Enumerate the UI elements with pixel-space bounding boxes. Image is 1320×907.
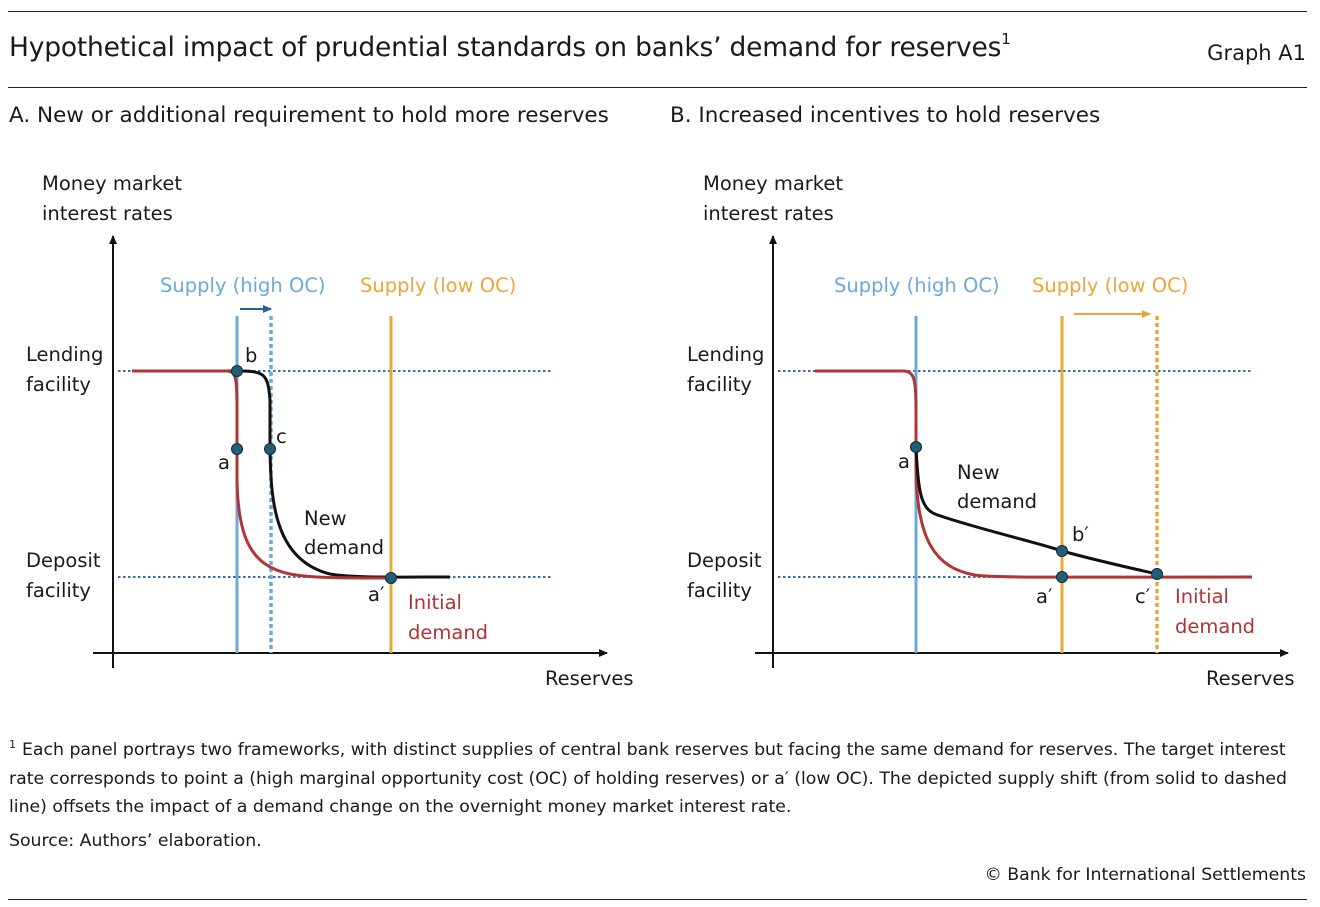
panel-b-point-b-prime — [1056, 545, 1068, 557]
panel-a-lending-label-line1: Lending — [26, 343, 103, 366]
top-rule — [8, 11, 1307, 12]
panel-a-point-c-label: c — [276, 425, 287, 448]
graph-id: Graph A1 — [1207, 41, 1306, 65]
panel-b-lending-label-line2: facility — [687, 373, 752, 396]
panel-b-x-axis-label: Reserves — [1206, 667, 1295, 690]
panel-a-title: A. New or additional requirement to hold… — [9, 103, 609, 128]
panel-b-new-demand-label-line2: demand — [957, 490, 1037, 513]
panel-b-point-a-label: a — [898, 450, 910, 473]
panel-a-deposit-label-line2: facility — [26, 579, 91, 602]
chart-title: Hypothetical impact of prudential standa… — [9, 30, 1011, 63]
panel-b-initial-demand-label-line1: Initial — [1175, 585, 1229, 608]
footnote: 1 Each panel portrays two frameworks, wit… — [9, 731, 1309, 822]
panel-a-initial-demand-label-line1: Initial — [408, 591, 462, 614]
panel-b-title: B. Increased incentives to hold reserves — [670, 103, 1101, 128]
panel-a-new-demand-label-line1: New — [304, 507, 347, 530]
footnote-mark: 1 — [9, 738, 16, 751]
panel-b-point-a — [910, 441, 922, 453]
panel-a-point-a-prime-label: a′ — [368, 583, 384, 606]
panel-b-deposit-label-line2: facility — [687, 579, 752, 602]
panel-b-point-a-prime — [1056, 571, 1068, 583]
panel-a-supply-high-label: Supply (high OC) — [160, 274, 326, 297]
panel-a-new-demand-label-line2: demand — [304, 536, 384, 559]
panel-a-deposit-label-line1: Deposit — [26, 549, 101, 572]
panel-b-y-axis-label-line1: Money market — [703, 172, 843, 195]
panel-a-y-axis-label-line1: Money market — [42, 172, 182, 195]
panel-a-initial-demand-curve — [132, 369, 392, 580]
panel-a-y-axis-label-line2: interest rates — [42, 202, 173, 225]
panel-a-point-b — [231, 365, 243, 377]
panel-b-point-b-prime-label: b′ — [1072, 523, 1089, 546]
panel-a-initial-demand-label-line2: demand — [408, 621, 488, 644]
panel-b-point-c-prime-label: c′ — [1135, 585, 1150, 608]
panel-a-point-a — [231, 443, 243, 455]
title-rule — [8, 87, 1307, 88]
panel-b-initial-demand-label-line2: demand — [1175, 615, 1255, 638]
panel-b-new-demand-label-line1: New — [957, 461, 1000, 484]
panel-a-lending-label-line2: facility — [26, 373, 91, 396]
panel-a-point-a-prime — [385, 572, 397, 584]
copyright: © Bank for International Settlements — [984, 865, 1306, 885]
panel-a-point-a-label: a — [218, 451, 230, 474]
panel-b-deposit-label-line1: Deposit — [687, 549, 762, 572]
source-note: Source: Authors’ elaboration. — [9, 831, 262, 851]
title-footnote-mark: 1 — [1001, 30, 1011, 48]
bottom-rule — [8, 899, 1307, 900]
panel-b-supply-high-label: Supply (high OC) — [834, 274, 1000, 297]
panel-b-lending-label-line1: Lending — [687, 343, 764, 366]
panel-b-y-axis-label-line2: interest rates — [703, 202, 834, 225]
panel-b-point-a-prime-label: a′ — [1036, 585, 1052, 608]
panel-a-point-c — [264, 443, 276, 455]
panel-a: Money market interest rates Reserves Len… — [26, 172, 634, 690]
footnote-text: Each panel portrays two frameworks, with… — [9, 740, 1288, 817]
panel-a-x-axis-label: Reserves — [545, 667, 634, 690]
panel-b-new-demand-curve — [914, 446, 1158, 576]
panel-b-supply-low-label: Supply (low OC) — [1032, 274, 1188, 297]
panel-b-point-c-prime — [1151, 568, 1163, 580]
panel-b-initial-demand-curve — [815, 369, 1253, 579]
panel-a-supply-low-label: Supply (low OC) — [360, 274, 516, 297]
panel-a-point-b-label: b — [245, 344, 257, 367]
panel-b: Money market interest rates Reserves Len… — [687, 172, 1295, 690]
